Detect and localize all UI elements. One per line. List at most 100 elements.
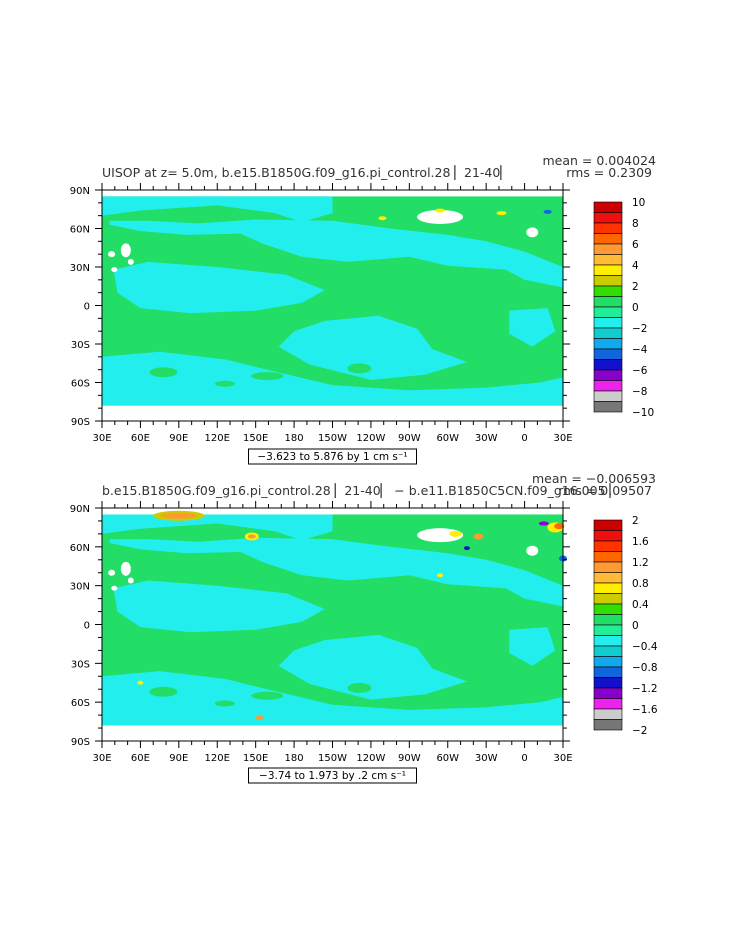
colorbar-swatch <box>593 401 623 413</box>
anomaly-spots <box>137 510 567 720</box>
colorbar-swatch <box>593 264 623 276</box>
x-tick-label: 60E <box>131 753 150 764</box>
x-ticks <box>101 501 564 748</box>
colorbar-label: 0.8 <box>632 578 649 590</box>
secondary-region <box>102 351 563 406</box>
x-tick-label: 60W <box>436 753 459 764</box>
anomaly-spot <box>255 715 264 720</box>
colorbar-swatch <box>593 359 623 371</box>
colorbar-swatch <box>593 593 623 605</box>
colorbar-swatch <box>593 233 623 245</box>
y-tick-label: 30N <box>70 263 90 274</box>
x-tick-label: 150E <box>243 433 268 444</box>
anomaly-spots <box>378 208 552 221</box>
secondary-region <box>201 282 264 301</box>
range-label: −3.623 to 5.876 by 1 cm s⁻¹ <box>257 451 407 463</box>
colorbar-swatch <box>593 327 623 339</box>
x-tick-label: 180 <box>285 433 304 444</box>
colorbar-swatch <box>593 338 623 350</box>
mean-label: mean = −0.006593 <box>532 471 656 486</box>
colorbar-swatch <box>593 572 623 584</box>
y-tick-label: 60S <box>71 379 90 390</box>
background-island <box>405 703 430 710</box>
secondary-region <box>509 627 556 666</box>
colorbar-swatch <box>593 540 623 552</box>
anomaly-spot <box>160 512 197 519</box>
x-tick-label: 60W <box>436 433 459 444</box>
secondary-region <box>109 219 563 288</box>
anomaly-spot <box>496 211 507 216</box>
colorbar-label: 1.6 <box>632 536 649 548</box>
x-tick-label: 90E <box>169 433 188 444</box>
colorbar-swatch <box>593 222 623 234</box>
colorbar-label: −6 <box>632 365 648 377</box>
colorbar-swatch <box>593 201 623 213</box>
background-island <box>251 372 284 381</box>
colorbar-swatch <box>593 317 623 329</box>
colorbar-swatch <box>593 624 623 636</box>
colorbar-label: 4 <box>632 260 639 272</box>
background-island <box>149 686 178 697</box>
mean-label: mean = 0.004024 <box>542 153 656 168</box>
background-island <box>450 371 491 382</box>
colorbar-label: −2 <box>632 725 647 737</box>
colorbar-label: 0.4 <box>632 599 649 611</box>
secondary-region <box>102 671 563 726</box>
field-secondary-regions <box>102 514 563 726</box>
masked-areas <box>108 209 539 273</box>
colorbar-label: 6 <box>632 239 639 251</box>
colorbar-label: −2 <box>632 323 647 335</box>
colorbar-swatch <box>593 635 623 647</box>
x-tick-label: 120E <box>205 753 230 764</box>
anomaly-spot <box>437 573 444 578</box>
colorbar-swatch <box>593 519 623 531</box>
rms-label: rms = 0.09507 <box>558 483 652 498</box>
anomaly-spot <box>137 680 144 685</box>
masked-area <box>526 227 539 238</box>
y-tick-label: 0 <box>84 621 90 632</box>
x-tick-label: 0 <box>521 753 527 764</box>
x-tick-label: 90W <box>398 433 421 444</box>
panel-1: 30E 60E 90E 120E 150E 180 150W 120W 90W 60W 30W 0 30… <box>70 153 656 465</box>
masked-area <box>417 209 464 224</box>
colorbar-swatch <box>593 677 623 689</box>
y-tick-label: 60S <box>71 698 90 709</box>
x-tick-label: 60E <box>131 433 150 444</box>
colorbar-swatch <box>593 275 623 287</box>
colorbar-swatch <box>593 582 623 594</box>
colorbar-label: 2 <box>632 281 639 293</box>
y-tick-label: 30S <box>71 340 90 351</box>
masked-area <box>127 577 134 584</box>
colorbar-label: −1.2 <box>632 683 658 695</box>
x-tick-label: 150W <box>318 433 347 444</box>
colorbar-label: −10 <box>632 407 654 419</box>
masked-area <box>526 545 539 556</box>
y-tick-label: 90S <box>71 737 90 748</box>
anomaly-spot <box>463 546 470 551</box>
masked-area <box>120 561 131 576</box>
x-tick-label: 30E <box>553 753 572 764</box>
secondary-region <box>201 601 264 620</box>
range-label-box <box>248 767 417 784</box>
anomaly-spot <box>378 216 387 221</box>
anomaly-spot <box>435 208 446 213</box>
colorbar-swatch <box>593 306 623 318</box>
field-background-islands <box>149 363 491 390</box>
x-tick-label: 120W <box>356 433 385 444</box>
background-island <box>405 383 430 390</box>
anomaly-spot <box>543 209 552 214</box>
colorbar-swatch <box>593 390 623 402</box>
y-ticks <box>95 189 570 422</box>
masked-area <box>108 251 116 258</box>
x-tick-label: 150W <box>318 753 347 764</box>
colorbar-swatch <box>593 656 623 668</box>
x-tick-label: 30W <box>475 433 498 444</box>
secondary-region <box>278 315 467 380</box>
anomaly-spot <box>554 523 565 530</box>
colorbar-swatch <box>593 614 623 626</box>
background-island <box>214 380 235 387</box>
colorbar-swatch <box>593 243 623 255</box>
x-tick-label: 150E <box>243 753 268 764</box>
colorbar-swatch <box>593 254 623 266</box>
